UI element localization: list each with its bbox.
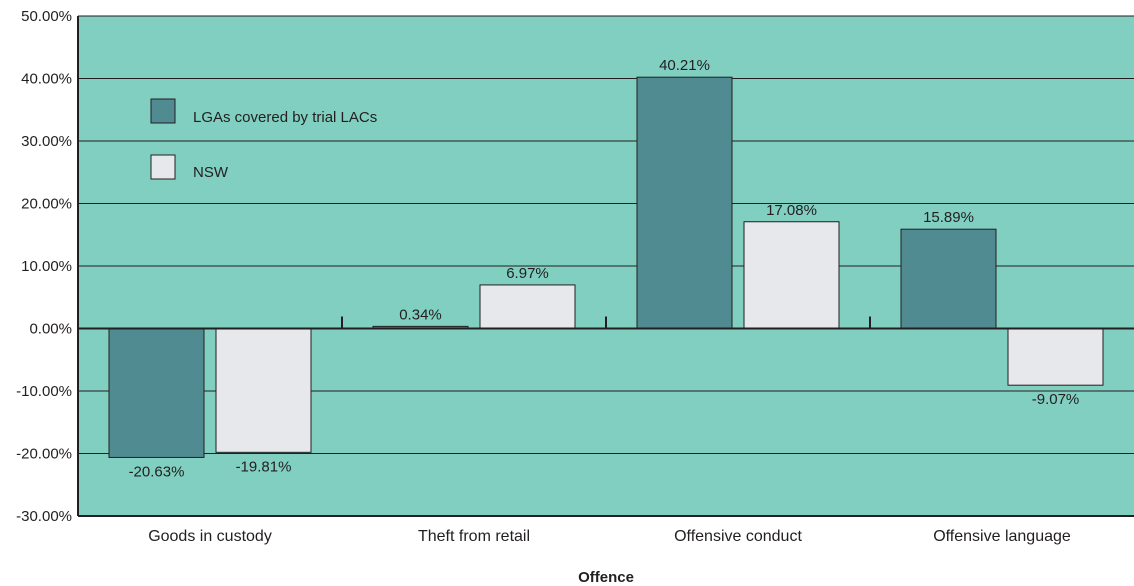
bar-lgas bbox=[636, 76, 733, 329]
x-axis-category-labels: Goods in custody Theft from retail Offensi… bbox=[148, 528, 1071, 545]
bars bbox=[108, 76, 1104, 458]
y-tick-label: 30.00% bbox=[21, 133, 72, 150]
y-tick-label: -10.00% bbox=[16, 383, 72, 400]
data-label: 40.21% bbox=[659, 57, 710, 74]
legend-swatch-lgas bbox=[150, 98, 176, 124]
data-labels: -20.63% -19.81% 0.34% 6.97% 40.21% 17.08% 15.8… bbox=[129, 57, 1080, 480]
data-label: 6.97% bbox=[506, 265, 549, 282]
data-label: -19.81% bbox=[236, 458, 292, 475]
legend-swatch-nsw bbox=[150, 154, 176, 180]
y-tick-label: 10.00% bbox=[21, 258, 72, 275]
legend-label-nsw: NSW bbox=[193, 164, 229, 181]
y-tick-label: 0.00% bbox=[29, 321, 72, 338]
x-category-label: Goods in custody bbox=[148, 528, 272, 545]
y-tick-label: -30.00% bbox=[16, 508, 72, 525]
y-axis-tick-labels: 50.00% 40.00% 30.00% 20.00% 10.00% 0.00% -10.0… bbox=[16, 8, 72, 525]
data-label: -20.63% bbox=[129, 463, 185, 480]
data-label: 15.89% bbox=[923, 209, 974, 226]
y-tick-label: -20.00% bbox=[16, 446, 72, 463]
bar-nsw bbox=[215, 328, 312, 453]
x-category-label: Offensive language bbox=[933, 528, 1071, 545]
legend: LGAs covered by trial LACs NSW bbox=[150, 98, 377, 181]
y-tick-label: 40.00% bbox=[21, 71, 72, 88]
data-label: 0.34% bbox=[399, 306, 442, 323]
y-tick-label: 20.00% bbox=[21, 196, 72, 213]
data-label: 17.08% bbox=[766, 202, 817, 219]
y-tick-label: 50.00% bbox=[21, 8, 72, 25]
category-separators bbox=[341, 316, 871, 329]
bar-nsw bbox=[479, 284, 576, 329]
data-label: -9.07% bbox=[1032, 391, 1080, 408]
bar-lgas bbox=[108, 328, 205, 458]
bar-nsw bbox=[743, 221, 840, 329]
legend-label-lgas: LGAs covered by trial LACs bbox=[193, 109, 377, 126]
x-category-label: Offensive conduct bbox=[674, 528, 802, 545]
x-category-label: Theft from retail bbox=[418, 528, 530, 545]
bar-nsw bbox=[1007, 328, 1104, 386]
x-axis-title: Offence bbox=[578, 569, 634, 586]
bar-lgas bbox=[900, 228, 997, 329]
